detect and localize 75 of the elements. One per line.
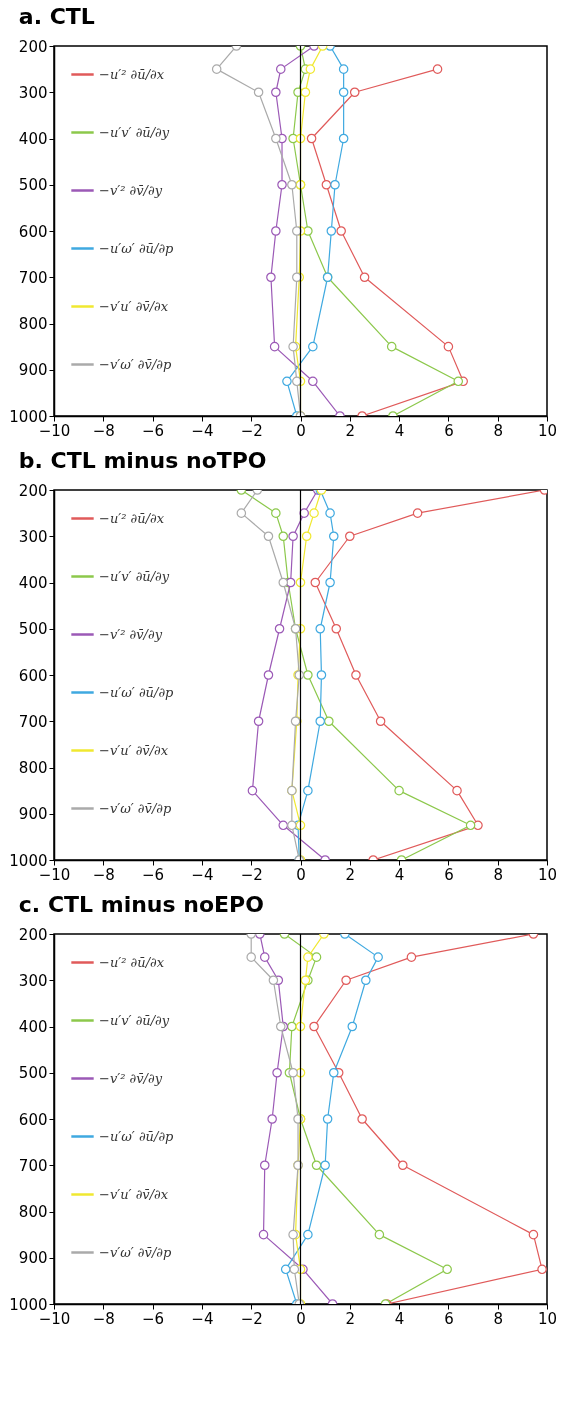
x-tick-label: −6 xyxy=(142,421,165,440)
x-tick-label: −8 xyxy=(92,421,115,440)
y-tick-label: 200 xyxy=(18,925,48,944)
y-tick-label: 600 xyxy=(18,1110,48,1129)
y-tick-label: 300 xyxy=(18,83,48,102)
x-tick-label: 4 xyxy=(394,1309,405,1328)
x-tick-label: −4 xyxy=(191,865,214,884)
legend-label: −v′² ∂v̄/∂y xyxy=(99,626,163,642)
legend-label: −v′² ∂v̄/∂y xyxy=(99,1070,163,1086)
x-tick-label: −2 xyxy=(240,421,263,440)
y-tick-label: 900 xyxy=(18,361,48,380)
y-tick-label: 800 xyxy=(18,315,48,333)
x-tick-label: −8 xyxy=(92,1309,115,1328)
y-tick-label: 900 xyxy=(18,805,48,824)
chart-title: a. CTL xyxy=(18,4,95,29)
y-tick-label: 300 xyxy=(18,971,48,990)
x-tick-label: 4 xyxy=(394,421,405,440)
legend-label: −u′ω′ ∂ū/∂p xyxy=(99,240,175,256)
x-tick-label: 6 xyxy=(444,421,454,440)
y-tick-label: 500 xyxy=(18,620,48,639)
y-tick-label: 800 xyxy=(18,759,48,777)
x-tick-label: 8 xyxy=(493,421,503,440)
x-tick-label: −8 xyxy=(92,865,115,884)
y-tick-label: 700 xyxy=(18,712,48,731)
x-tick-label: 10 xyxy=(537,865,558,884)
x-tick-label: 0 xyxy=(296,421,306,440)
legend-label: −u′² ∂ū/∂x xyxy=(99,510,165,526)
y-tick-label: 200 xyxy=(18,37,48,56)
x-tick-label: 0 xyxy=(296,1309,306,1328)
legend-label: −v′ω′ ∂v̄/∂p xyxy=(99,1244,173,1260)
x-tick-label: −6 xyxy=(142,865,165,884)
x-tick-label: 6 xyxy=(444,1309,454,1328)
y-tick-label: 200 xyxy=(18,481,48,500)
legend-label: −u′² ∂ū/∂x xyxy=(99,66,165,82)
y-tick-label: 600 xyxy=(18,666,48,685)
y-tick-label: 500 xyxy=(18,176,48,195)
legend-label: −v′ω′ ∂v̄/∂p xyxy=(99,800,173,816)
legend-label: −v′u′ ∂v̄/∂x xyxy=(99,298,169,314)
legend-label: −u′ω′ ∂ū/∂p xyxy=(99,684,175,700)
x-tick-label: 10 xyxy=(537,1309,558,1328)
legend-label: −v′u′ ∂v̄/∂x xyxy=(99,742,169,758)
legend-label: −v′u′ ∂v̄/∂x xyxy=(99,1186,169,1202)
legend-label: −v′² ∂v̄/∂y xyxy=(99,182,163,198)
x-tick-label: 2 xyxy=(345,421,356,440)
legend-label: −u′v′ ∂ū/∂y xyxy=(99,124,170,140)
chart-title: c. CTL minus noEPO xyxy=(18,892,264,917)
x-tick-label: −4 xyxy=(191,421,214,440)
y-tick-label: 600 xyxy=(18,222,48,241)
x-tick-label: 2 xyxy=(345,1309,356,1328)
y-tick-label: 900 xyxy=(18,1249,48,1268)
x-tick-label: 4 xyxy=(394,865,405,884)
y-tick-label: 400 xyxy=(18,130,48,148)
x-tick-label: −2 xyxy=(240,865,263,884)
legend-label: −u′ω′ ∂ū/∂p xyxy=(99,1128,175,1144)
y-tick-label: 500 xyxy=(18,1064,48,1083)
x-tick-label: −2 xyxy=(240,1309,263,1328)
x-tick-label: −6 xyxy=(142,1309,165,1328)
y-tick-label: 800 xyxy=(18,1203,48,1221)
x-tick-label: 8 xyxy=(493,1309,503,1328)
chart-title: b. CTL minus noTPO xyxy=(18,448,267,473)
x-tick-label: 6 xyxy=(444,865,454,884)
y-tick-label: 400 xyxy=(18,574,48,592)
x-tick-label: 8 xyxy=(493,865,503,884)
x-tick-label: −4 xyxy=(191,1309,214,1328)
y-tick-label: 700 xyxy=(18,1156,48,1175)
legend-label: −u′v′ ∂ū/∂y xyxy=(99,1012,170,1028)
legend-label: −v′ω′ ∂v̄/∂p xyxy=(99,356,173,372)
y-tick-label: 400 xyxy=(18,1018,48,1036)
y-tick-label: 700 xyxy=(18,268,48,287)
legend-label: −u′² ∂ū/∂x xyxy=(99,954,165,970)
x-tick-label: 0 xyxy=(296,865,306,884)
y-tick-label: 300 xyxy=(18,527,48,546)
x-tick-label: 10 xyxy=(537,421,558,440)
x-tick-label: 2 xyxy=(345,865,356,884)
legend-label: −u′v′ ∂ū/∂y xyxy=(99,568,170,584)
